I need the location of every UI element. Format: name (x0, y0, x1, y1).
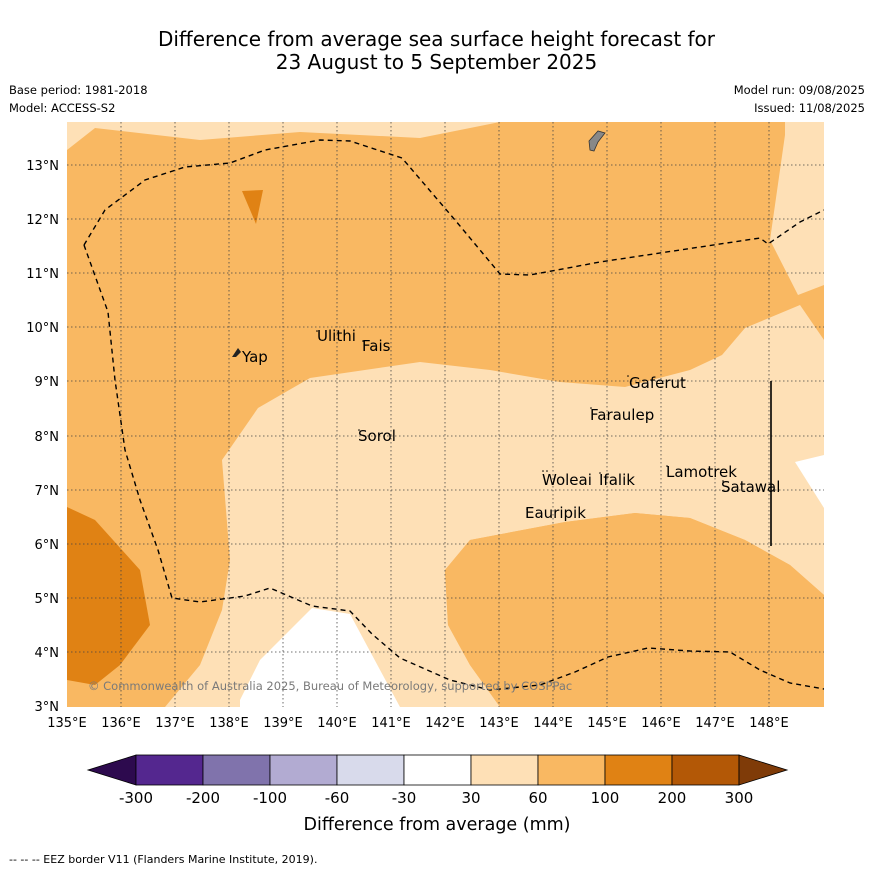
place-labels: Yap Ulithi Fais Sorol Gaferut Faraulep W… (241, 327, 780, 522)
colorbar: -300 -200 -100 -60 -30 30 60 100 200 300… (86, 754, 789, 835)
lat-label: 6°N (35, 538, 60, 553)
place-label-sorol: Sorol (358, 427, 396, 445)
eez-border-west (83, 244, 824, 691)
colorbar-swatch (604, 754, 673, 786)
model-name: Model: ACCESS-S2 (9, 101, 116, 115)
lon-label: 147°E (695, 716, 735, 731)
colorbar-tick-label: 60 (528, 789, 547, 807)
yap-island (232, 348, 241, 357)
colorbar-tick-label: 300 (725, 789, 754, 807)
atoll-markers (316, 330, 724, 510)
lon-label: 144°E (533, 716, 573, 731)
colorbar-tick-label: -100 (253, 789, 287, 807)
place-label-ifalik: Ifalik (599, 471, 635, 489)
lat-label: 5°N (35, 592, 60, 607)
eez-legend-note: -- -- -- EEZ border V11 (Flanders Marine… (9, 853, 318, 866)
colorbar-swatch (470, 754, 539, 786)
lon-label: 138°E (209, 716, 249, 731)
colorbar-tick-labels: -300 -200 -100 -60 -30 30 60 100 200 300 (119, 789, 753, 807)
issued-date: Issued: 11/08/2025 (754, 101, 865, 115)
lat-label: 10°N (26, 321, 59, 336)
colorbar-tick-label: 200 (658, 789, 687, 807)
run-info: Model run: 09/08/2025 Issued: 11/08/2025 (734, 81, 865, 117)
place-label-fais: Fais (362, 337, 391, 355)
colorbar-swatch-above-max (738, 754, 789, 786)
place-label-ulithi: Ulithi (317, 327, 356, 345)
place-label-eauripik: Eauripik (525, 504, 586, 522)
copyright-notice: © Commonwealth of Australia 2025, Bureau… (88, 679, 572, 693)
graticule (67, 122, 824, 707)
colorbar-tick-label: -60 (325, 789, 350, 807)
lat-label: 13°N (26, 159, 59, 174)
lon-label: 148°E (749, 716, 789, 731)
lon-label: 137°E (155, 716, 195, 731)
lon-label: 143°E (479, 716, 519, 731)
lat-label: 9°N (35, 375, 60, 390)
place-label-gaferut: Gaferut (629, 374, 686, 392)
place-label-yap: Yap (241, 348, 268, 366)
lon-label: 136°E (101, 716, 141, 731)
colorbar-tick-label: 100 (591, 789, 620, 807)
place-label-faraulep: Faraulep (590, 406, 654, 424)
colorbar-swatch (336, 754, 405, 786)
lon-label: 146°E (641, 716, 681, 731)
title-line-2: 23 August to 5 September 2025 (275, 50, 598, 74)
colorbar-swatch (269, 754, 338, 786)
model-run: Model run: 09/08/2025 (733, 83, 865, 97)
lon-label: 140°E (317, 716, 357, 731)
anomaly-30-60-north-strip (67, 122, 500, 150)
neutral-area-south (240, 608, 400, 707)
place-label-satawal: Satawal (721, 478, 780, 496)
latitude-labels: 13°N 12°N 11°N 10°N 9°N 8°N 7°N 6°N 5°N … (26, 159, 59, 715)
lat-label: 3°N (35, 700, 60, 715)
lon-label: 142°E (425, 716, 465, 731)
colorbar-tick-label: -30 (392, 789, 417, 807)
eez-border (83, 139, 824, 276)
colorbar-tick-label: -300 (119, 789, 153, 807)
lon-label: 141°E (371, 716, 411, 731)
lon-label: 135°E (47, 716, 87, 731)
anomaly-30-60-central (165, 305, 824, 707)
lon-label: 145°E (587, 716, 627, 731)
title-line-1: Difference from average sea surface heig… (157, 27, 716, 51)
lat-label: 7°N (35, 484, 60, 499)
anomaly-100-200-west (67, 507, 150, 685)
colorbar-swatch (537, 754, 606, 786)
model-info: Base period: 1981-2018 Model: ACCESS-S2 (9, 81, 148, 117)
neutral-area-east (795, 455, 824, 508)
contour-field (67, 122, 824, 707)
colorbar-swatch (403, 754, 472, 786)
map-title: Difference from average sea surface heig… (0, 28, 873, 74)
colorbar-swatch (135, 754, 204, 786)
place-label-lamotrek: Lamotrek (666, 463, 737, 481)
guam-island (588, 130, 606, 152)
lat-label: 12°N (26, 213, 59, 228)
anomaly-100-200-small (242, 190, 263, 224)
lat-label: 4°N (35, 646, 60, 661)
colorbar-swatch (671, 754, 740, 786)
colorbar-tick-label: 30 (461, 789, 480, 807)
colorbar-tick-label: -200 (186, 789, 220, 807)
colorbar-swatch (202, 754, 271, 786)
base-period: Base period: 1981-2018 (9, 83, 148, 97)
lon-label: 139°E (263, 716, 303, 731)
colorbar-label: Difference from average (mm) (303, 815, 570, 835)
place-label-woleai: Woleai (542, 471, 592, 489)
anomaly-60-100-south (445, 513, 824, 707)
colorbar-swatch-below-min (86, 754, 137, 786)
lat-label: 8°N (35, 430, 60, 445)
lat-label: 11°N (26, 267, 59, 282)
longitude-labels: 135°E 136°E 137°E 138°E 139°E 140°E 141°… (47, 716, 789, 731)
